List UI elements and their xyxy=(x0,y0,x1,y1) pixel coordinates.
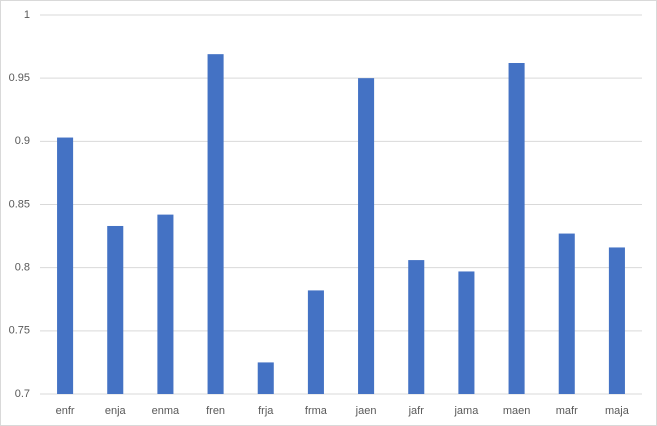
x-tick-label: frja xyxy=(258,405,274,417)
x-tick-label: jama xyxy=(453,405,479,417)
x-tick-label: fren xyxy=(206,405,225,417)
x-tick-label: mafr xyxy=(556,405,578,417)
y-tick-label: 0.8 xyxy=(15,262,30,274)
bar xyxy=(458,271,475,394)
y-tick-label: 0.75 xyxy=(9,325,30,337)
bar xyxy=(358,78,375,395)
y-tick-label: 0.7 xyxy=(15,388,30,400)
y-tick-label: 1 xyxy=(24,9,30,21)
x-tick-label: enja xyxy=(105,405,127,417)
bar xyxy=(558,233,575,394)
bar xyxy=(608,247,625,394)
bar xyxy=(408,260,425,394)
x-tick-label: maen xyxy=(503,405,531,417)
bar xyxy=(508,63,525,395)
x-tick-label: maja xyxy=(605,405,630,417)
bar xyxy=(307,290,324,394)
x-tick-label: frma xyxy=(305,405,328,417)
x-tick-label: jaen xyxy=(355,405,377,417)
y-tick-label: 0.9 xyxy=(15,135,30,147)
y-tick-label: 0.85 xyxy=(9,198,30,210)
y-tick-label: 0.95 xyxy=(9,72,30,84)
bar xyxy=(107,225,124,394)
bar xyxy=(157,214,174,394)
x-tick-label: enfr xyxy=(56,405,75,417)
bar xyxy=(207,54,224,395)
bar xyxy=(257,362,274,394)
x-tick-label: jafr xyxy=(408,405,425,417)
x-tick-label: enma xyxy=(152,405,180,417)
bar xyxy=(57,137,74,394)
